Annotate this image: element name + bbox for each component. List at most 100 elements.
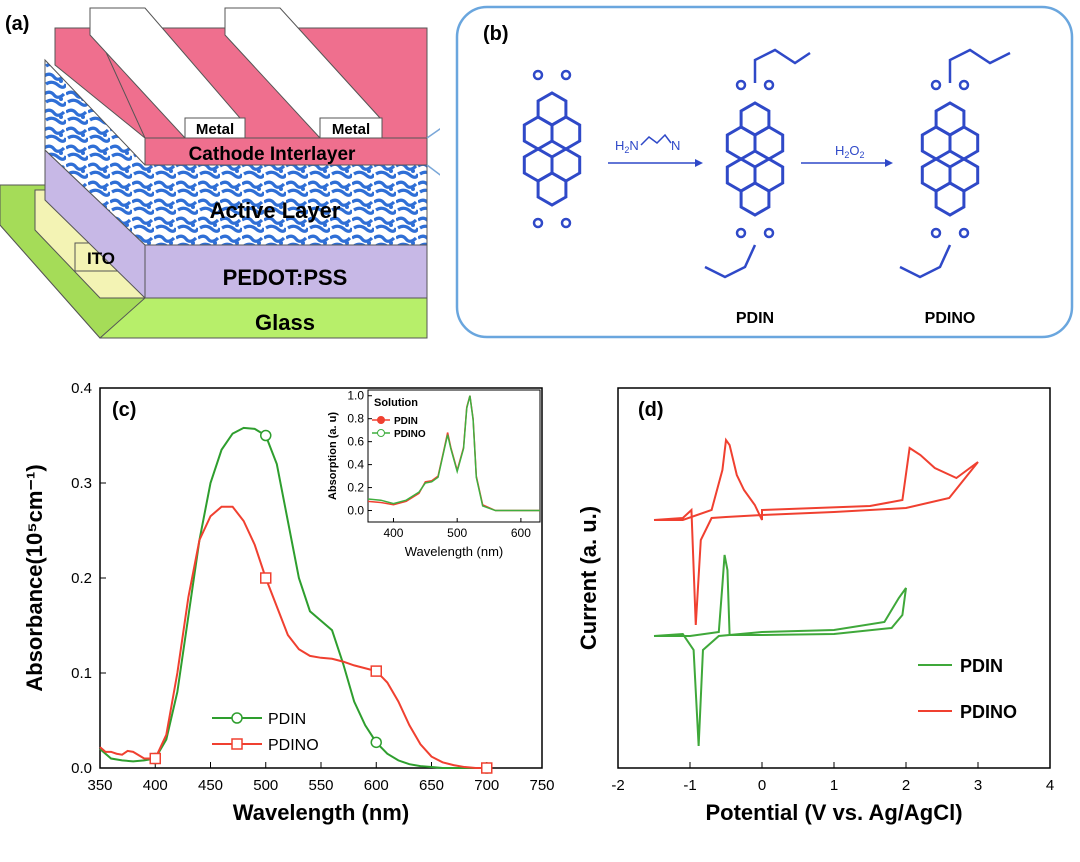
pdino-oxygen <box>930 79 942 91</box>
inset-frame <box>367 389 541 523</box>
pdta-oxygen <box>532 217 544 229</box>
metal-label-right: Metal <box>332 121 370 138</box>
device-structure-diagram: (a) Metal Metal Cathode Interlayer Activ… <box>0 7 440 339</box>
x-tick-label: 700 <box>474 777 499 794</box>
pdino-oxygen <box>958 79 970 91</box>
x-tick-label: 650 <box>419 777 444 794</box>
panel-a-tag: (a) <box>5 13 29 35</box>
x-tick-label: 3 <box>974 777 982 794</box>
legend-label: PDINO <box>268 737 319 754</box>
pdta-oxygen <box>560 69 572 81</box>
panel-b-tag: (b) <box>483 23 509 45</box>
pdino-label: PDINO <box>925 310 976 327</box>
panel-c-tag: (c) <box>112 399 136 421</box>
series-line-pdin <box>653 554 907 747</box>
inset-legend-label: PDIN <box>394 416 418 427</box>
data-point-pdino <box>481 762 493 774</box>
y-tick-label: 0.4 <box>71 380 92 397</box>
cv-chart: -2 -1 0 1 2 3 4 Potential (V vs. Ag/AgCl) Curren… <box>576 387 1054 825</box>
inset-legend-marker <box>377 429 385 437</box>
inset-y-tick-label: 0.8 <box>347 412 364 426</box>
pdino-sidechain <box>948 48 1011 83</box>
data-point-pdin <box>260 429 272 442</box>
absorbance-chart: 350 400 450 500 550 600 650 700 750 0.0 0.1 0.2 0.3 0… <box>22 380 555 825</box>
pedot-label: PEDOT:PSS <box>223 265 348 290</box>
pdin-ring <box>739 181 771 217</box>
pdin-oxygen <box>763 79 775 91</box>
inset-legend-label: PDINO <box>394 429 426 440</box>
series-line-pdin <box>99 426 487 769</box>
x-tick-label: 600 <box>364 777 389 794</box>
data-point-pdin <box>370 736 382 749</box>
pdta-ring <box>536 171 568 207</box>
legend-marker <box>231 712 243 724</box>
y-tick-label: 0.2 <box>71 570 92 587</box>
metal-label-left: Metal <box>196 121 234 138</box>
x-tick-label: 1 <box>830 777 838 794</box>
inset-x-tick-label: 400 <box>383 526 403 540</box>
inset-y-tick-label: 0.6 <box>347 435 364 449</box>
y-tick-label: 0.1 <box>71 665 92 682</box>
data-point-pdino <box>260 572 272 584</box>
y-axis-label: Current (a. u.) <box>576 506 601 650</box>
callout-line <box>426 128 440 139</box>
inset-x-tick-label: 600 <box>511 526 531 540</box>
x-tick-label: 0 <box>758 777 766 794</box>
pdta-oxygen <box>532 69 544 81</box>
x-tick-label: 450 <box>198 777 223 794</box>
legend-marker <box>231 738 243 750</box>
data-point-pdino <box>370 665 382 677</box>
x-tick-label: 500 <box>253 777 278 794</box>
inset-legend-title: Solution <box>374 397 418 409</box>
x-tick-label: 750 <box>529 777 554 794</box>
pdin-sidechain <box>753 48 811 83</box>
data-point-pdino <box>149 752 161 765</box>
cathode-label: Cathode Interlayer <box>189 144 356 165</box>
pdin-label: PDIN <box>736 310 774 327</box>
panel-d-tag: (d) <box>638 399 664 421</box>
inset-series-pdino <box>367 395 540 512</box>
x-axis-label: Potential (V vs. Ag/AgCl) <box>705 800 962 825</box>
pdin-oxygen <box>763 227 775 239</box>
y-axis-label: Absorbance(10⁵cm⁻¹) <box>22 464 47 691</box>
inset-y-axis-label: Absorption (a. u) <box>327 412 339 500</box>
pdta-oxygen <box>560 217 572 229</box>
pdino-sidechain <box>899 244 952 279</box>
inset-y-tick-label: 0.4 <box>347 458 364 472</box>
glass-label: Glass <box>255 310 315 335</box>
svg-text:N: N <box>671 138 680 153</box>
x-axis-label: Wavelength (nm) <box>233 800 409 825</box>
inset-y-tick-label: 0.2 <box>347 481 364 495</box>
legend-label: PDIN <box>960 656 1003 676</box>
reagent-1: H2N <box>615 138 639 155</box>
pdino-ring <box>934 181 966 217</box>
x-tick-label: 400 <box>143 777 168 794</box>
legend-label: PDINO <box>960 702 1017 722</box>
pdin-sidechain <box>704 244 757 279</box>
inset-x-tick-label: 500 <box>447 526 467 540</box>
ito-label: ITO <box>87 249 115 268</box>
x-tick-label: -2 <box>611 777 624 794</box>
x-tick-label: 350 <box>87 777 112 794</box>
active-label: Active Layer <box>210 198 341 223</box>
x-tick-label: 550 <box>308 777 333 794</box>
inset-legend-marker <box>377 416 385 424</box>
synthesis-scheme: (b) H2N N H2O2 PDIN PDINO <box>455 5 1074 339</box>
inset-x-axis-label: Wavelength (nm) <box>405 544 504 559</box>
molecules <box>522 48 1011 279</box>
pdin-oxygen <box>735 79 747 91</box>
reagent-2: H2O2 <box>835 143 865 160</box>
pdino-oxygen <box>930 227 942 239</box>
y-tick-label: 0.3 <box>71 475 92 492</box>
inset-y-tick-label: 1.0 <box>347 389 364 403</box>
legend-label: PDIN <box>268 711 306 728</box>
pdin-oxygen <box>735 227 747 239</box>
series-line-pdino <box>653 437 979 626</box>
pdino-oxygen <box>958 227 970 239</box>
x-tick-label: -1 <box>683 777 696 794</box>
x-tick-label: 2 <box>902 777 910 794</box>
series-line-pdino <box>99 505 487 769</box>
inset-y-tick-label: 0.0 <box>347 504 364 518</box>
x-tick-label: 4 <box>1046 777 1054 794</box>
y-tick-label: 0.0 <box>71 760 92 777</box>
